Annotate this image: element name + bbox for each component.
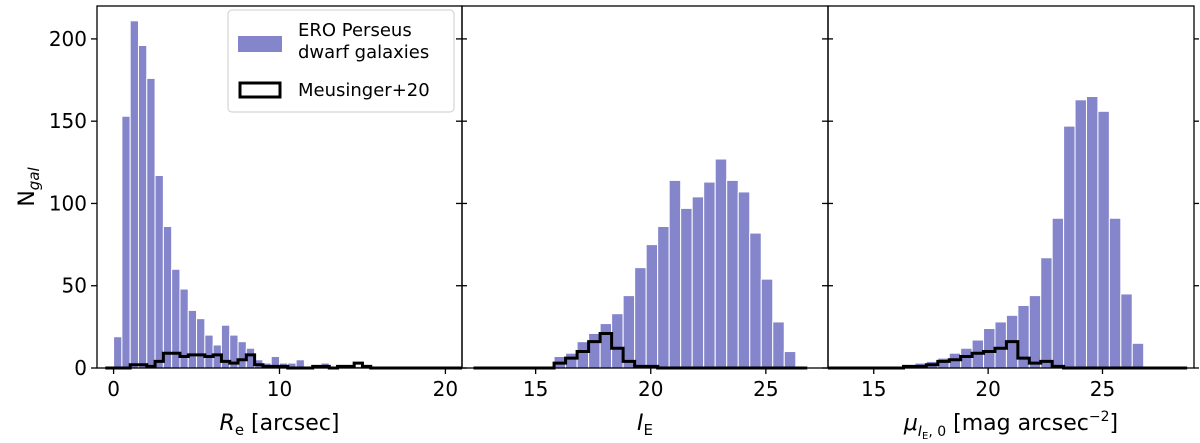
x-axis-label: IE <box>637 411 653 439</box>
histogram-bar <box>146 77 156 369</box>
histogram-bar <box>1040 257 1053 369</box>
histogram-bar <box>1074 99 1087 369</box>
histogram-bar <box>1051 217 1065 369</box>
histogram-bar <box>1063 125 1076 369</box>
histogram-bar <box>634 267 647 369</box>
step-histogram-line <box>473 331 808 370</box>
histogram-bar <box>1097 110 1110 369</box>
y-tick-label: 200 <box>49 27 87 51</box>
histogram-bar <box>622 295 636 369</box>
legend-swatch-step <box>238 81 282 99</box>
histogram-bar <box>668 179 682 369</box>
histogram-bar <box>760 278 774 369</box>
histogram-bar <box>1120 293 1133 369</box>
histogram-bar <box>162 225 173 369</box>
histogram-bar <box>783 351 797 369</box>
y-axis-label-text: Ngal <box>15 166 43 206</box>
histogram-bar <box>937 357 950 369</box>
step-histogram-line <box>105 351 462 370</box>
histogram-bar <box>576 341 590 369</box>
y-axis-label: Ngal <box>15 166 43 206</box>
histogram-bar <box>1028 295 1042 369</box>
histogram-bar <box>113 336 123 369</box>
histogram-bar <box>960 347 973 369</box>
histogram-bar <box>204 334 214 369</box>
axes-frame <box>827 5 1195 369</box>
x-tick-label: 20 <box>433 377 458 401</box>
histogram-bar <box>187 309 198 369</box>
histogram-bar <box>749 232 762 369</box>
x-tick-label: 15 <box>861 377 886 401</box>
histogram-bar <box>137 44 148 369</box>
x-tick-label: 25 <box>753 377 778 401</box>
histogram-bar <box>726 179 739 369</box>
x-tick-label: 20 <box>975 377 1000 401</box>
histogram-bar <box>657 225 670 369</box>
legend-swatch-filled <box>238 36 282 52</box>
x-axis-label: μIE, 0 [mag arcsec−2] <box>903 409 1118 442</box>
histogram-bar <box>772 321 785 369</box>
histogram-bar <box>1085 96 1099 369</box>
legend-box <box>227 9 455 113</box>
histogram-bar <box>154 174 164 369</box>
step-histogram-line <box>828 340 1188 370</box>
histogram-bar <box>1108 217 1122 369</box>
x-tick-label: 15 <box>523 377 548 401</box>
histogram-bar <box>680 207 693 369</box>
histogram-bar <box>129 20 139 369</box>
y-tick-label: 0 <box>74 356 87 380</box>
legend-label-meusinger: Meusinger+20 <box>298 80 430 101</box>
histogram-bar <box>565 352 578 369</box>
histogram-bar <box>196 318 206 369</box>
y-tick-label: 100 <box>49 191 87 215</box>
histogram-bar <box>1131 342 1145 369</box>
legend-label-ero-line2: dwarf galaxies <box>298 42 429 63</box>
y-tick-label: 150 <box>49 109 87 133</box>
y-tick-label: 50 <box>62 274 87 298</box>
histogram-bar <box>611 313 624 369</box>
histogram-bar <box>588 332 601 369</box>
histogram-bar <box>703 181 716 369</box>
histogram-bar <box>599 323 613 369</box>
x-tick-label: 10 <box>267 377 292 401</box>
panel-ie-magnitude: 15 20 25 IE <box>456 5 833 439</box>
x-tick-label: 25 <box>1090 377 1115 401</box>
histogram-bar <box>645 244 659 369</box>
legend-label-ero-line1: ERO Perseus <box>298 20 412 41</box>
histogram-bar <box>691 196 705 369</box>
histogram-bar <box>121 115 131 369</box>
histogram-bar <box>983 328 996 369</box>
x-axis-label: Re [arcsec] <box>220 411 340 439</box>
x-tick-label: 20 <box>638 377 663 401</box>
panel-central-surface-brightness: 15 20 25 μIE, 0 [mag arcsec−2] <box>822 5 1199 442</box>
x-tick-label: 0 <box>107 377 120 401</box>
histogram-bar <box>714 158 728 369</box>
histogram-bar <box>737 191 751 369</box>
histogram-bar <box>994 321 1007 369</box>
